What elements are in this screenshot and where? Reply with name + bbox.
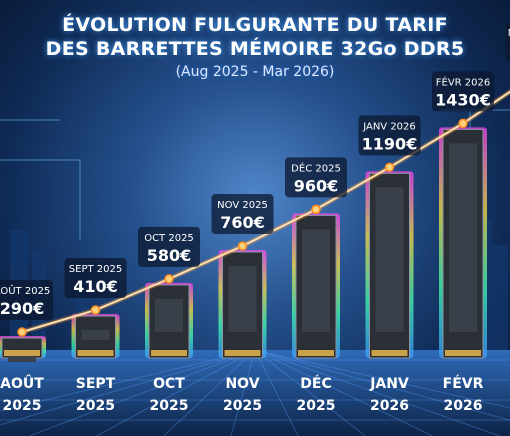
x-tick-year: 2025: [3, 398, 42, 414]
floor-grid-line: [96, 349, 256, 436]
bar-heatspreader: [302, 229, 330, 332]
data-point: [237, 241, 248, 251]
floor-grid-line: [254, 349, 510, 409]
data-point: [17, 327, 27, 337]
floor-grid-line: [254, 349, 366, 436]
bars-group: [0, 127, 487, 362]
value-callout: [0, 280, 53, 320]
bar-contacts: [445, 350, 481, 356]
floor-grid-line: [254, 349, 299, 436]
chart-subtitle: (Aug 2025 - Mar 2026): [175, 64, 335, 80]
x-tick-year: 2026: [370, 398, 409, 414]
x-tick-year: 2025: [297, 398, 336, 414]
data-value-label: 1430€: [435, 90, 491, 109]
bar-contacts: [4, 350, 40, 356]
value-callout: [285, 157, 347, 198]
x-tick-month: AOÛT: [0, 374, 44, 392]
value-callout: [64, 258, 127, 299]
data-point-label: AOÛT 2025: [0, 284, 50, 297]
chart-title-line1: ÉVOLUTION FULGURANTE DU TARIF: [62, 14, 448, 36]
data-value-label: 410€: [73, 277, 118, 296]
data-point-label: OCT 2025: [144, 233, 194, 244]
value-callout: [358, 115, 421, 156]
floor-grid-line: [0, 349, 256, 426]
labels-group: AOÛT 2025 AOÛT 2025 290€ SEPT 2025 SEPT 2025 41…: [0, 22, 510, 414]
data-value-label: 580€: [147, 246, 192, 265]
x-tick-year: 2025: [76, 398, 115, 414]
data-value-label: 960€: [294, 176, 339, 195]
chart-title-line2: DES BARRETTES MÉMOIRE 32Go DDR5: [45, 38, 465, 60]
data-point: [384, 162, 395, 173]
data-point-label: SEPT 2025: [69, 264, 122, 275]
data-value-label: 1700€: [509, 41, 510, 60]
x-tick-month: SEPT: [76, 376, 116, 392]
data-point-label: DÉC 2025: [291, 161, 341, 174]
data-point: [90, 305, 101, 315]
bar-contacts: [151, 350, 187, 356]
value-callout: [211, 194, 274, 234]
floor-grid-line: [0, 349, 256, 412]
x-tick-year: 2025: [223, 398, 262, 414]
floor-grid-line: [254, 349, 510, 421]
data-point: [311, 204, 321, 215]
data-point-label: JANV 2026: [362, 121, 416, 132]
data-value-label: 760€: [220, 213, 265, 232]
bar-contacts: [371, 350, 408, 356]
floor-grid-line: [254, 349, 500, 436]
floor: [0, 350, 510, 436]
bar-contacts: [224, 350, 261, 356]
x-tick-year: 2026: [444, 398, 483, 414]
trend-line: [21, 90, 510, 333]
bar-contacts: [298, 350, 334, 356]
x-tick-month: FÉVR: [443, 375, 484, 392]
data-point-label: MARS 2026: [508, 28, 510, 39]
data-value-label: 290€: [0, 299, 44, 318]
x-tick-month: DÉC: [300, 375, 331, 392]
bar-heatspreader: [155, 298, 183, 332]
skyline-building: [492, 245, 508, 350]
data-point: [164, 274, 174, 284]
bar-heatspreader: [375, 187, 404, 332]
data-point: [458, 118, 468, 129]
floor-grid-line: [254, 349, 433, 436]
x-tick-month: OCT: [153, 376, 185, 392]
value-callout: [138, 226, 200, 267]
floor-grid-line: [230, 349, 256, 436]
data-point-label: NOV 2025: [217, 200, 268, 211]
bar-heatspreader: [8, 352, 36, 362]
bar-heatspreader: [449, 143, 477, 332]
data-value-label: 1190€: [362, 134, 418, 153]
data-point-label: FÉVR 2026: [436, 75, 491, 88]
x-tick-month: NOV: [225, 376, 259, 392]
value-callout: [432, 71, 494, 112]
value-callout: [505, 22, 510, 62]
bar-heatspreader: [81, 330, 110, 341]
x-tick-month: JANV: [369, 376, 409, 392]
bar-contacts: [77, 350, 114, 356]
bar-heatspreader: [228, 266, 257, 332]
x-tick-year: 2025: [150, 398, 189, 414]
floor-grid-line: [29, 349, 256, 436]
trend-line-group: [17, 88, 510, 337]
floor-grid-line: [163, 349, 256, 436]
